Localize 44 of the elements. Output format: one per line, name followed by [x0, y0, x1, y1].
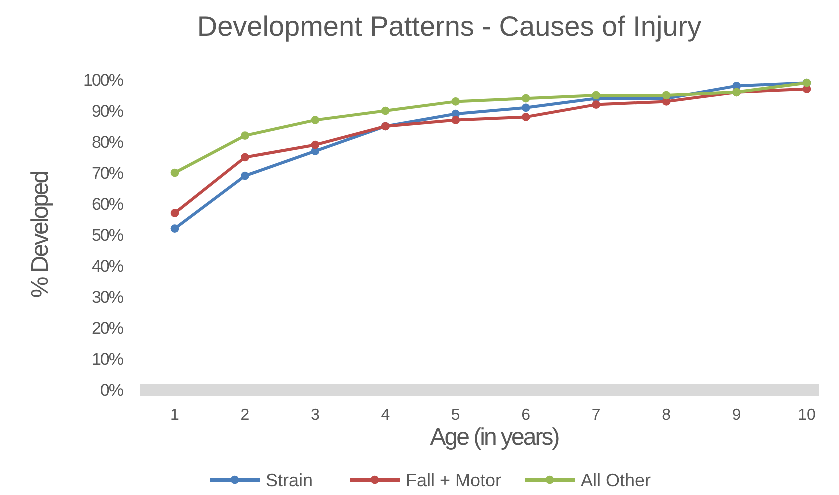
- legend-label: Fall + Motor: [406, 470, 502, 490]
- x-tick-label: 5: [451, 407, 460, 424]
- x-tick-label: 9: [732, 407, 742, 424]
- point: [241, 153, 250, 162]
- y-tick-label: 10%: [92, 350, 124, 369]
- point: [241, 132, 250, 140]
- x-axis-title: Age (in years): [430, 424, 560, 451]
- x-tick-label: 1: [170, 407, 180, 424]
- x-tick-label: 4: [381, 407, 390, 424]
- y-tick-label: 30%: [92, 288, 124, 307]
- point: [662, 91, 671, 100]
- y-tick-label: 100%: [84, 70, 124, 90]
- x-tick-label: 6: [522, 407, 531, 424]
- point: [522, 104, 530, 112]
- x-tick-label: 2: [240, 407, 250, 424]
- point: [522, 113, 530, 122]
- point: [381, 106, 390, 116]
- y-tick-label: 90%: [92, 102, 124, 121]
- point: [170, 209, 180, 218]
- y-tick-label: 60%: [92, 194, 124, 214]
- point: [452, 116, 460, 124]
- y-tick-label: 0%: [100, 380, 124, 400]
- x-tick-label: 7: [592, 407, 601, 424]
- x-tick-label: 10: [798, 407, 816, 424]
- y-tick-label: 70%: [92, 164, 124, 183]
- y-tick-label: 80%: [92, 132, 124, 152]
- y-tick-label: 40%: [92, 256, 124, 276]
- legend-label: All Other: [581, 470, 652, 490]
- point: [170, 224, 180, 233]
- chart-title: Development Patterns - Causes of Injury: [197, 11, 702, 42]
- point: [311, 116, 320, 124]
- point: [241, 172, 250, 180]
- point: [592, 91, 601, 100]
- x-tick-label: 3: [310, 407, 320, 424]
- point: [170, 168, 180, 178]
- point: [452, 98, 460, 106]
- legend-label: Strain: [266, 470, 314, 490]
- x-tick-label: 8: [662, 407, 672, 424]
- y-tick-label: 20%: [92, 318, 124, 338]
- point: [311, 140, 320, 150]
- y-axis-title: % Developed: [27, 172, 54, 298]
- point: [522, 94, 530, 103]
- point: [592, 100, 601, 109]
- y-tick-label: 50%: [92, 226, 124, 245]
